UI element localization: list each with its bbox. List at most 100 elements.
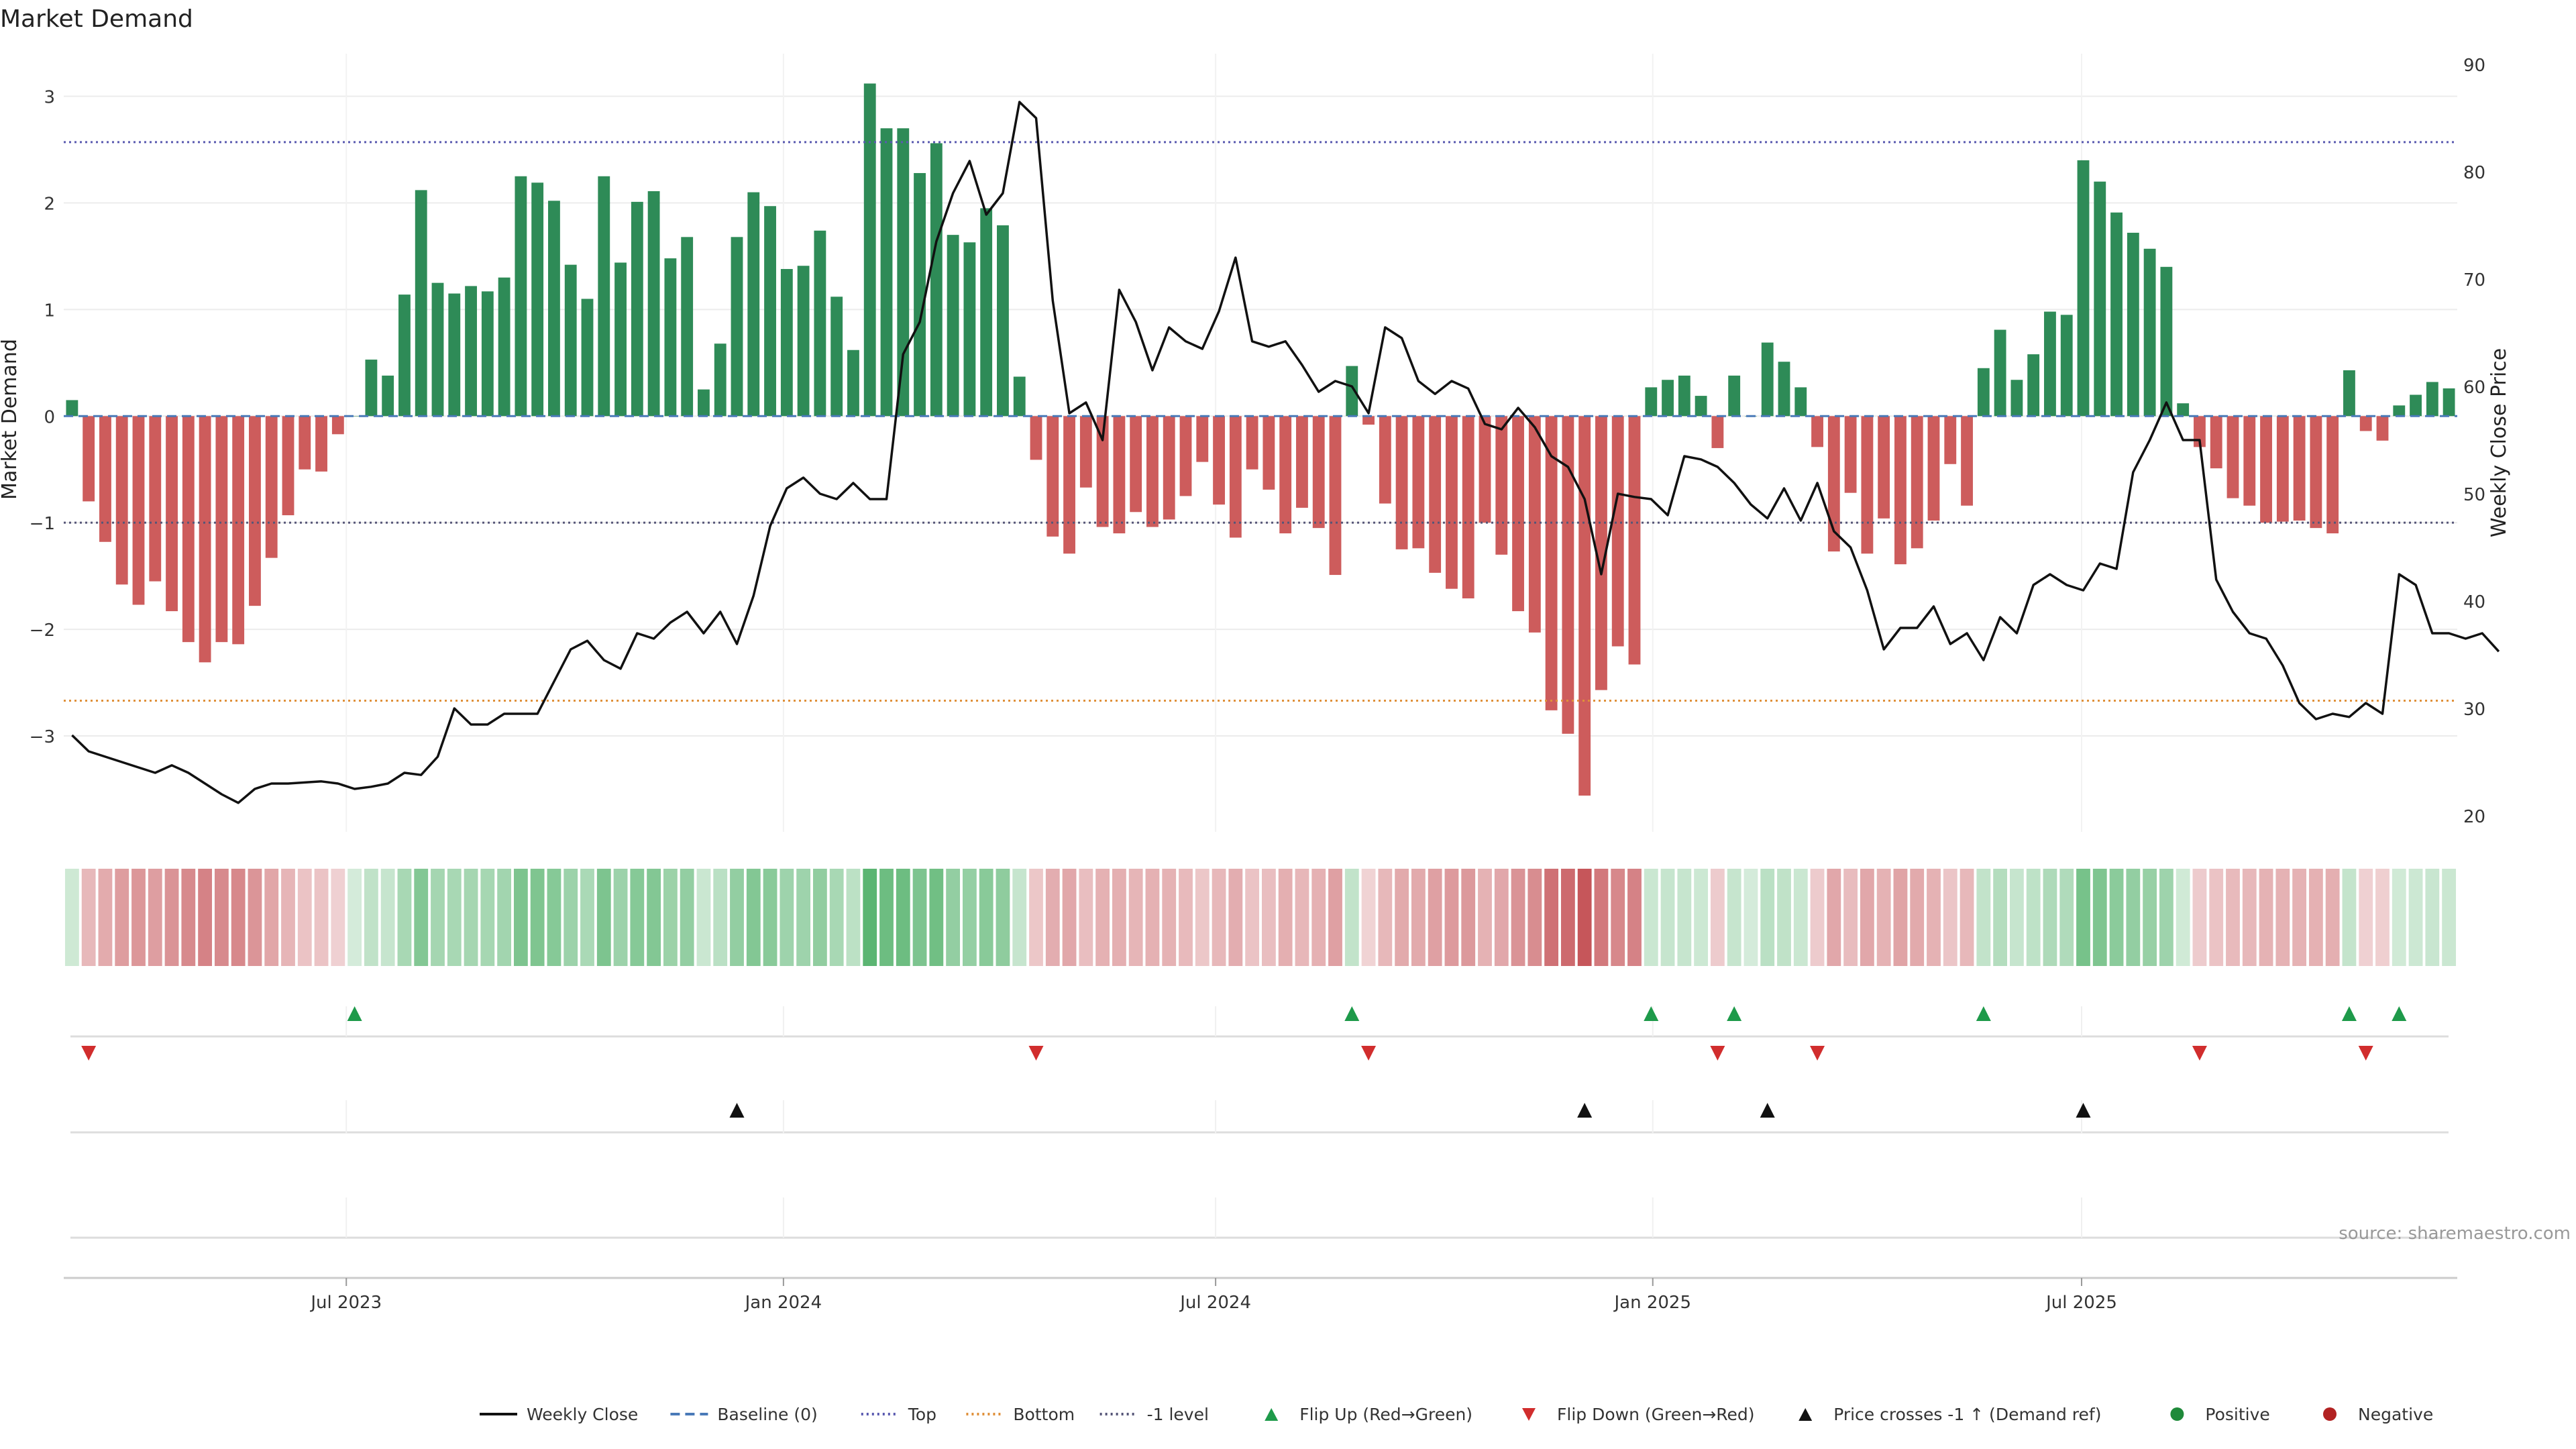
demand-bar	[830, 297, 843, 417]
strip-cell	[1677, 869, 1692, 966]
demand-bar	[1611, 416, 1624, 647]
demand-bar	[2410, 394, 2422, 417]
demand-bar	[331, 416, 344, 435]
demand-bar	[1479, 416, 1491, 523]
legend-label: Weekly Close	[527, 1405, 638, 1424]
strip-cell	[696, 869, 711, 966]
demand-bar	[166, 416, 178, 612]
demand-bar	[1911, 416, 1923, 549]
y-tick-label: 3	[44, 88, 55, 108]
strip-cell	[1095, 869, 1110, 966]
flip-down-marker	[1810, 1046, 1825, 1061]
strip-cell	[1827, 869, 1841, 966]
flip-up-marker	[1344, 1006, 1360, 1021]
y2-tick-label: 20	[2463, 807, 2485, 827]
strip-cell	[1195, 869, 1210, 966]
reference-lines	[64, 141, 2457, 702]
demand-bar	[1628, 416, 1641, 665]
strip-cell	[946, 869, 961, 966]
demand-bar	[2110, 212, 2123, 417]
strip-cell	[248, 869, 262, 966]
demand-bar	[731, 237, 743, 417]
strip-cell	[663, 869, 678, 966]
strip-cell	[1311, 869, 1326, 966]
y-tick-label: 1	[44, 301, 55, 321]
strip-cell	[1128, 869, 1143, 966]
strip-cell	[2043, 869, 2057, 966]
strip-cell	[1344, 869, 1359, 966]
demand-bar	[2177, 403, 2190, 417]
demand-bar	[2359, 416, 2372, 431]
strip-cell	[730, 869, 744, 966]
flip-down-marker	[1361, 1046, 1377, 1061]
strip-cell	[2126, 869, 2141, 966]
demand-bar	[1811, 416, 1823, 447]
strip-cell	[64, 869, 79, 966]
demand-bar	[2094, 181, 2106, 417]
strip-cell	[1893, 869, 1908, 966]
demand-bar	[1346, 366, 1358, 417]
strip-cell	[547, 869, 561, 966]
demand-bar	[714, 343, 727, 417]
flip-down-marker	[2192, 1046, 2207, 1061]
strip-cell	[2242, 869, 2257, 966]
y2-tick-label: 70	[2463, 270, 2485, 290]
y2-tick-label: 80	[2463, 163, 2485, 183]
demand-bar	[847, 350, 859, 417]
legend-label: Positive	[2205, 1405, 2269, 1424]
price-cross-marker	[1577, 1103, 1593, 1118]
demand-bar	[947, 235, 959, 417]
demand-bar	[1678, 375, 1690, 417]
demand-bar	[1063, 416, 1075, 554]
strip-cell	[1527, 869, 1542, 966]
demand-bar	[531, 182, 544, 417]
demand-bar	[299, 416, 311, 470]
demand-bar	[1429, 416, 1442, 573]
strip-cell	[2342, 869, 2357, 966]
demand-bar	[1827, 416, 1840, 552]
demand-bar	[2293, 416, 2306, 521]
y-tick-label: −3	[30, 727, 55, 747]
x-tick-label: Jan 2024	[744, 1293, 822, 1313]
strip-cell	[1494, 869, 1509, 966]
price-cross-marker	[2076, 1103, 2091, 1118]
strip-cell	[181, 869, 196, 966]
demand-bar	[598, 176, 610, 417]
demand-bar	[2010, 380, 2023, 417]
demand-bar	[199, 416, 211, 663]
demand-bar	[980, 208, 993, 417]
strip-cell	[497, 869, 512, 966]
demand-bar	[930, 143, 943, 417]
demand-bar	[1446, 416, 1458, 589]
strip-cell	[680, 869, 694, 966]
strip-cell	[1960, 869, 1974, 966]
demand-bar	[2310, 416, 2322, 529]
strip-cell	[1162, 869, 1177, 966]
price-cross-marker	[729, 1103, 745, 1118]
demand-bar	[814, 230, 826, 417]
demand-bar	[2077, 160, 2090, 417]
strip-cell	[1544, 869, 1559, 966]
strip-cell	[2009, 869, 2024, 966]
demand-bar	[963, 242, 976, 417]
demand-bar	[2210, 416, 2222, 469]
demand-bar	[1130, 416, 1142, 513]
demand-bar	[1545, 416, 1558, 710]
strip-cell	[647, 869, 661, 966]
demand-bar	[780, 268, 793, 417]
strip-cell	[2359, 869, 2373, 966]
demand-bar	[2226, 416, 2239, 498]
strip-cell	[2375, 869, 2390, 966]
strip-cell	[1594, 869, 1609, 966]
demand-bar	[1079, 416, 1092, 488]
demand-bar	[182, 416, 195, 643]
strip-cell	[1245, 869, 1260, 966]
demand-bar	[1961, 416, 1973, 506]
demand-bar	[1030, 416, 1042, 460]
strip-cell	[314, 869, 329, 966]
demand-bar	[1595, 416, 1607, 690]
chart-title: Market Demand	[0, 5, 193, 33]
demand-bar	[215, 416, 228, 643]
strip-cell	[2143, 869, 2157, 966]
